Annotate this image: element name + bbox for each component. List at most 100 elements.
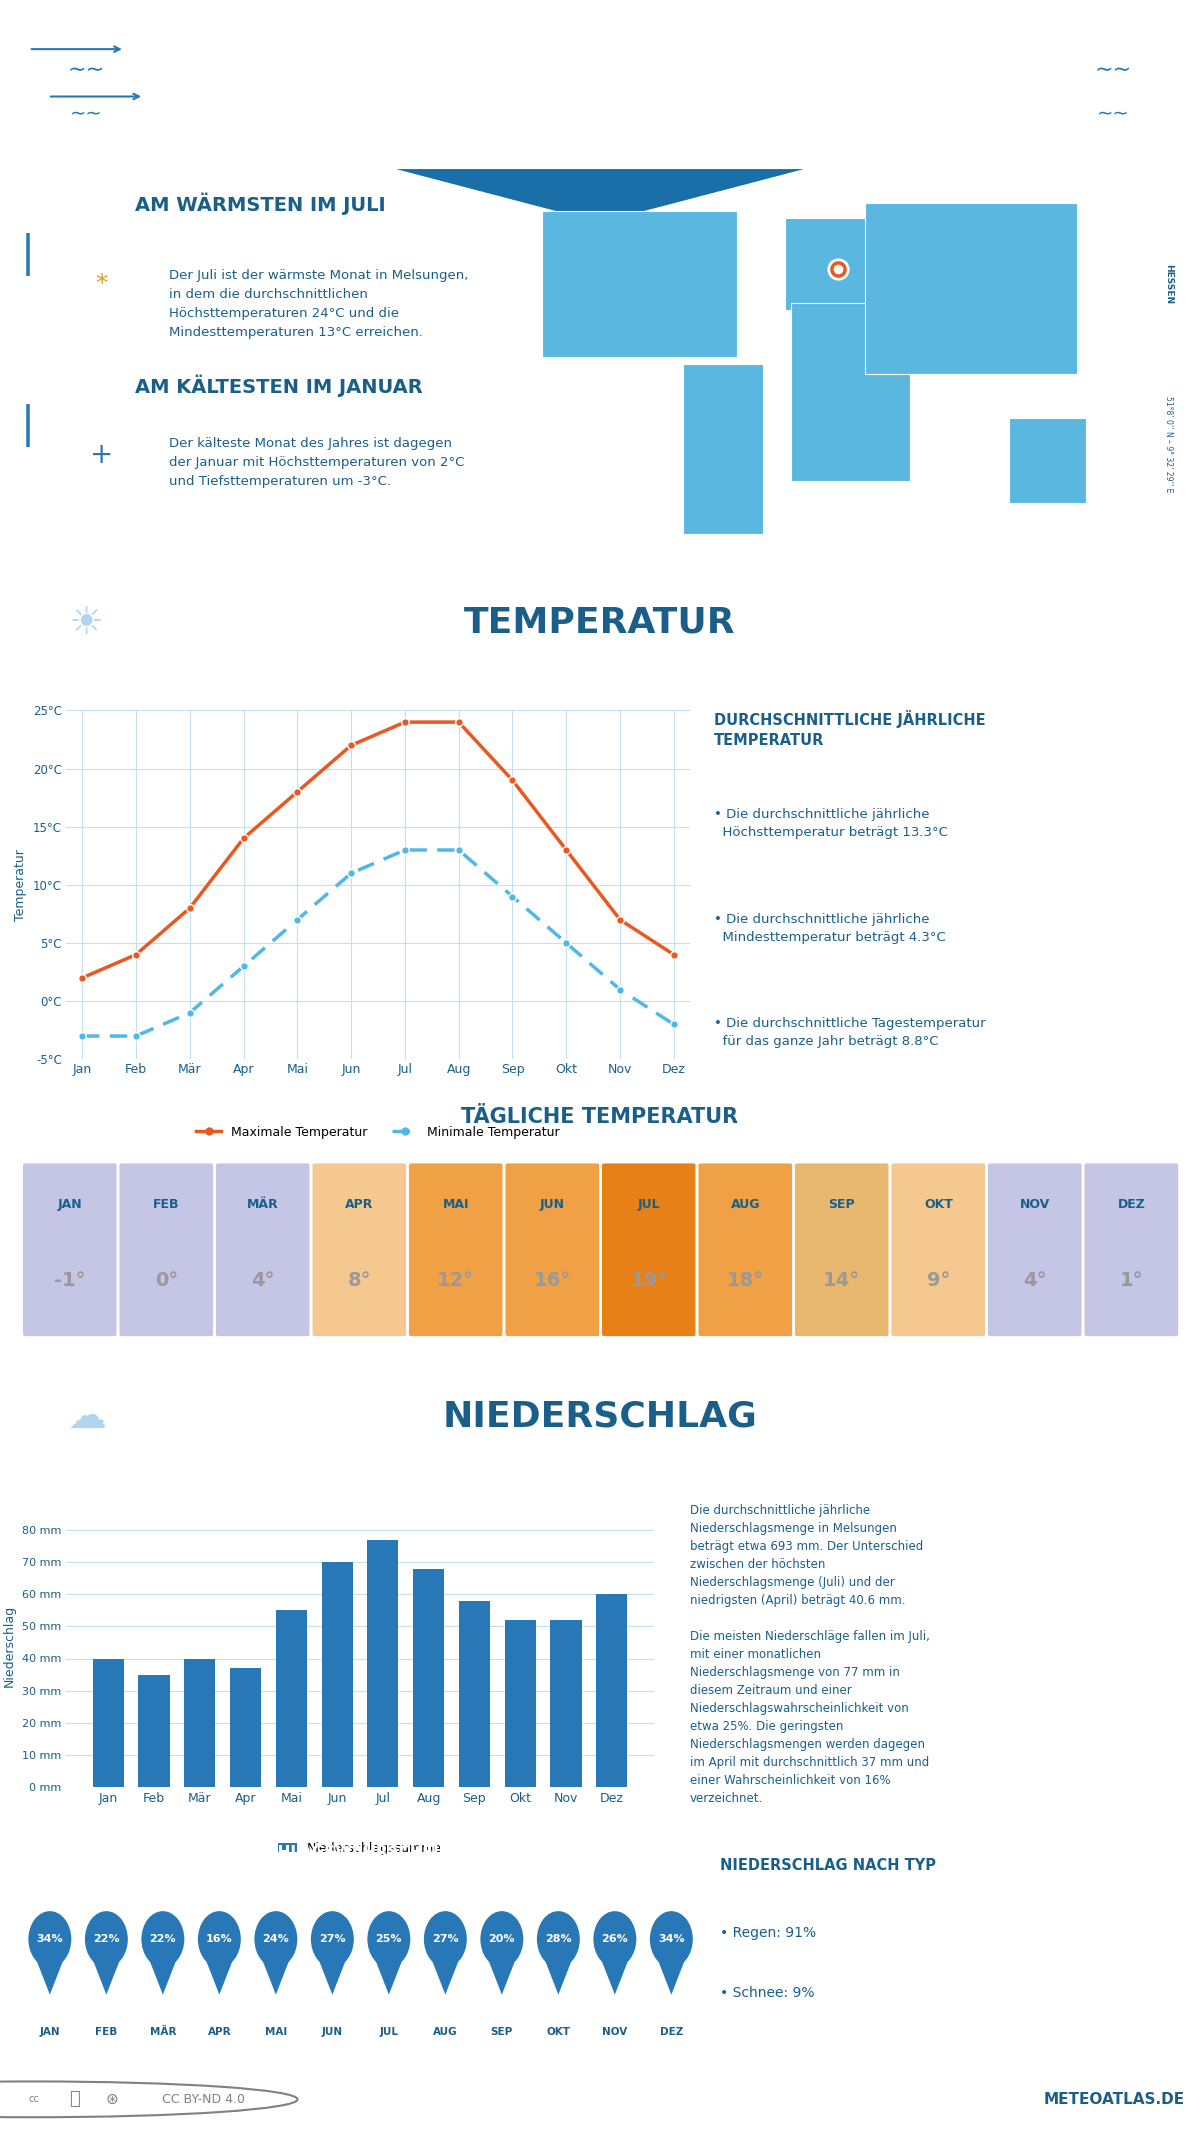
Polygon shape [655,1954,688,1994]
FancyBboxPatch shape [697,1162,793,1338]
Text: Die durchschnittliche jährliche
Niederschlagsmenge in Melsungen
beträgt etwa 693: Die durchschnittliche jährliche Niedersc… [690,1504,930,1806]
Text: MELSUNGEN: MELSUNGEN [415,36,785,88]
Text: ⊛: ⊛ [106,2091,118,2108]
Text: AUG: AUG [731,1198,760,1211]
Circle shape [311,1911,354,1967]
Text: DEUTSCHLAND: DEUTSCHLAND [547,137,653,152]
Text: AM WÄRMSTEN IM JULI: AM WÄRMSTEN IM JULI [136,193,386,216]
Polygon shape [317,1954,348,1994]
Text: APR: APR [208,2027,232,2037]
Polygon shape [1009,417,1086,503]
Text: ∼∼: ∼∼ [67,60,106,79]
Text: NIEDERSCHLAGSWAHRSCHEINLICHKEIT: NIEDERSCHLAGSWAHRSCHEINLICHKEIT [192,1845,529,1860]
FancyBboxPatch shape [1084,1162,1180,1338]
Text: • Regen: 91%: • Regen: 91% [720,1926,816,1941]
Text: 9°: 9° [926,1271,950,1290]
Polygon shape [90,1954,122,1994]
Polygon shape [260,1954,292,1994]
FancyBboxPatch shape [504,1162,601,1338]
Polygon shape [792,304,911,482]
FancyBboxPatch shape [408,1162,504,1338]
Text: 24%: 24% [263,1935,289,1945]
Text: *: * [95,272,108,295]
Text: OKT: OKT [924,1198,953,1211]
Text: • Die durchschnittliche jährliche
  Höchsttemperatur beträgt 13.3°C: • Die durchschnittliche jährliche Höchst… [714,809,948,839]
Bar [138,1673,169,1787]
Text: OKT: OKT [546,2027,570,2037]
Text: 28%: 28% [545,1935,571,1945]
Polygon shape [148,1954,179,1994]
Text: -1°: -1° [54,1271,85,1290]
Text: 25%: 25% [376,1935,402,1945]
Text: FEB: FEB [154,1198,180,1211]
Text: 16%: 16% [206,1935,233,1945]
Polygon shape [204,1954,235,1994]
Polygon shape [683,364,762,535]
Text: 8°: 8° [348,1271,371,1290]
Text: SEP: SEP [491,2027,512,2037]
FancyBboxPatch shape [118,1162,215,1338]
FancyBboxPatch shape [601,1162,697,1338]
Text: 1°: 1° [1120,1271,1144,1290]
Text: JUN: JUN [540,1198,565,1211]
Text: 19°: 19° [630,1271,667,1290]
Text: Der Juli ist der wärmste Monat in Melsungen,
in dem die durchschnittlichen
Höchs: Der Juli ist der wärmste Monat in Melsun… [169,270,468,340]
Text: 4°: 4° [251,1271,275,1290]
Polygon shape [373,1954,404,1994]
Text: DEZ: DEZ [660,2027,683,2037]
Text: AUG: AUG [433,2027,457,2037]
Text: JUN: JUN [322,2027,343,2037]
Text: 0°: 0° [155,1271,178,1290]
FancyBboxPatch shape [986,1162,1084,1338]
Text: 16°: 16° [534,1271,571,1290]
Text: NIEDERSCHLAG: NIEDERSCHLAG [443,1400,757,1434]
Circle shape [536,1911,580,1967]
Text: DEZ: DEZ [1117,1198,1145,1211]
Text: Der kälteste Monat des Jahres ist dagegen
der Januar mit Höchsttemperaturen von : Der kälteste Monat des Jahres ist dagege… [169,437,464,488]
Text: TEMPERATUR: TEMPERATUR [464,606,736,640]
FancyBboxPatch shape [890,1162,986,1338]
Text: HESSEN: HESSEN [1164,263,1172,304]
Text: NIEDERSCHLAG NACH TYP: NIEDERSCHLAG NACH TYP [720,1858,936,1872]
Text: 22%: 22% [150,1935,176,1945]
Text: MAI: MAI [443,1198,469,1211]
Text: 12°: 12° [437,1271,474,1290]
Bar [367,1539,398,1787]
Circle shape [254,1911,298,1967]
Y-axis label: Niederschlag: Niederschlag [4,1605,17,1686]
Text: ⓘ: ⓘ [70,2091,79,2108]
Text: 27%: 27% [319,1935,346,1945]
Text: |: | [22,404,35,447]
Polygon shape [396,169,804,223]
Circle shape [29,1911,71,1967]
Text: |: | [22,233,35,276]
Text: ∼∼: ∼∼ [70,105,103,124]
Bar [458,1601,490,1787]
Circle shape [424,1911,467,1967]
Circle shape [198,1911,241,1967]
Polygon shape [542,1954,574,1994]
Text: ∼∼: ∼∼ [1094,60,1133,79]
Circle shape [85,1911,128,1967]
Circle shape [367,1911,410,1967]
FancyBboxPatch shape [793,1162,890,1338]
Text: 51°8’ 0’’ N – 9° 32’ 29’’ E: 51°8’ 0’’ N – 9° 32’ 29’’ E [1164,396,1172,492]
Text: TÄGLICHE TEMPERATUR: TÄGLICHE TEMPERATUR [462,1106,738,1128]
Text: JUL: JUL [379,2027,398,2037]
FancyBboxPatch shape [22,1162,118,1338]
Circle shape [650,1911,692,1967]
FancyBboxPatch shape [215,1162,311,1338]
Circle shape [0,1363,530,1470]
Bar [92,1658,124,1787]
Polygon shape [430,1954,461,1994]
Bar [185,1658,215,1787]
Text: JAN: JAN [58,1198,82,1211]
Text: • Die durchschnittliche jährliche
  Mindesttemperatur beträgt 4.3°C: • Die durchschnittliche jährliche Mindes… [714,914,946,944]
Bar [230,1669,262,1787]
Circle shape [593,1911,636,1967]
Text: FEB: FEB [95,2027,118,2037]
Text: 26%: 26% [601,1935,629,1945]
Bar [505,1620,535,1787]
Text: METEOATLAS.DE: METEOATLAS.DE [1044,2091,1186,2108]
Bar [596,1594,628,1787]
